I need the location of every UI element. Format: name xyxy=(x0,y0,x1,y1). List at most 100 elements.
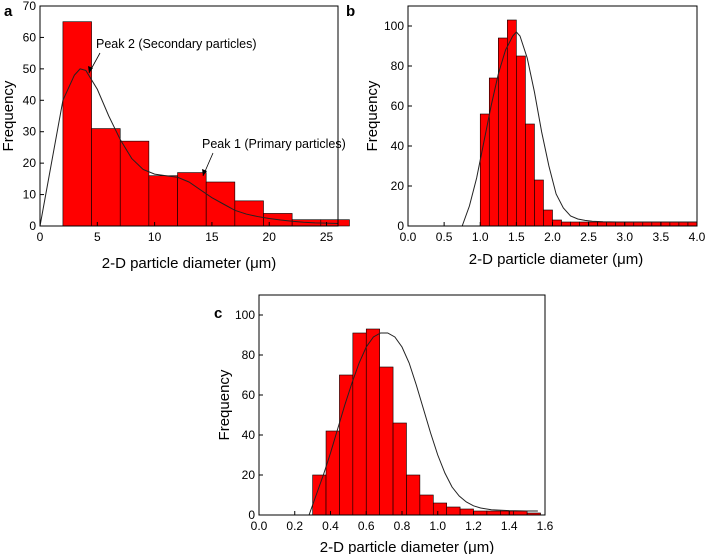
histogram-bar xyxy=(516,55,526,227)
histogram-bar xyxy=(119,140,150,227)
x-tick-label: 0.8 xyxy=(394,519,411,533)
panel-label-a: a xyxy=(4,3,13,20)
x-axis-label-a: 2-D particle diameter (μm) xyxy=(102,255,277,272)
y-axis-label-c: Frequency xyxy=(216,369,233,440)
histogram-bar xyxy=(687,221,698,227)
x-axis-label-c: 2-D particle diameter (μm) xyxy=(320,539,495,554)
histogram-bar xyxy=(543,209,553,227)
y-tick-label: 100 xyxy=(384,19,404,33)
x-tick-label: 0 xyxy=(37,230,44,244)
y-tick-label: 0 xyxy=(29,219,36,233)
histogram-bar xyxy=(312,474,327,516)
histogram-bar xyxy=(473,510,488,516)
histogram-bar xyxy=(432,502,447,516)
y-tick-label: 60 xyxy=(23,30,37,44)
histogram-bar xyxy=(486,510,501,516)
y-tick-label: 80 xyxy=(391,59,405,73)
x-tick-label: 0.4 xyxy=(322,519,339,533)
x-tick-label: 5 xyxy=(94,230,101,244)
histogram-bar xyxy=(669,221,680,227)
histogram-bar xyxy=(660,221,671,227)
x-tick-label: 3.5 xyxy=(653,230,670,244)
histogram-bar xyxy=(552,219,562,227)
x-tick-label: 15 xyxy=(205,230,219,244)
histogram-bar xyxy=(525,123,535,227)
histogram-bar xyxy=(419,494,434,516)
y-tick-label: 60 xyxy=(242,388,256,402)
fit-curve-c xyxy=(308,332,538,516)
y-tick-label: 20 xyxy=(23,156,37,170)
histogram-bar xyxy=(597,221,607,227)
y-tick-label: 50 xyxy=(23,62,37,76)
x-tick-label: 0.0 xyxy=(400,230,417,244)
histogram-bar xyxy=(534,179,544,227)
histogram-bar xyxy=(507,19,517,227)
x-tick-label: 1.6 xyxy=(537,519,554,533)
plot-frame-a xyxy=(39,5,339,227)
histogram-bar xyxy=(513,510,528,516)
x-axis-label-b: 2-D particle diameter (μm) xyxy=(469,251,644,268)
histogram-bar xyxy=(570,221,580,227)
histogram-bar xyxy=(624,221,635,227)
histogram-bar xyxy=(500,510,515,516)
histogram-bar xyxy=(406,474,421,516)
panel-label-b: b xyxy=(346,3,355,20)
histogram-bar xyxy=(352,332,367,516)
histogram-bar xyxy=(392,422,407,516)
y-tick-label: 70 xyxy=(23,0,37,13)
x-tick-label: 0.5 xyxy=(436,230,453,244)
y-axis-label-b: Frequency xyxy=(364,80,381,151)
y-tick-label: 10 xyxy=(23,188,37,202)
x-tick-label: 1.0 xyxy=(472,230,489,244)
histogram-bar xyxy=(651,221,662,227)
x-tick-label: 2.5 xyxy=(580,230,597,244)
histogram-bar xyxy=(339,374,354,516)
x-tick-label: 2.0 xyxy=(544,230,561,244)
histogram-bar xyxy=(561,221,571,227)
histogram-bar xyxy=(459,508,474,516)
x-tick-label: 1.4 xyxy=(501,519,518,533)
panel-b: b 0.0 0.5 1.0 1.5 2.0 2.5 3.0 3.5 4.0 0 20 40 60 80 1… xyxy=(346,3,706,268)
histogram-bar xyxy=(488,77,499,227)
histogram-bar xyxy=(234,200,264,227)
x-tick-label: 1.2 xyxy=(465,519,482,533)
plot-frame-b xyxy=(407,5,698,227)
histogram-bar xyxy=(633,221,644,227)
y-tick-label: 30 xyxy=(23,125,37,139)
histogram-bar xyxy=(177,172,207,227)
y-tick-label: 40 xyxy=(391,139,405,153)
x-tick-label: 3.0 xyxy=(616,230,633,244)
histogram-bar xyxy=(365,328,380,516)
histogram-bar xyxy=(379,366,394,516)
fit-curve-b xyxy=(461,31,697,227)
annotation-peak-1: Peak 1 (Primary particles) xyxy=(202,137,346,151)
annotation-arrowhead-peak-2 xyxy=(88,66,93,73)
y-tick-label: 40 xyxy=(23,93,37,107)
y-tick-label: 60 xyxy=(391,99,405,113)
panel-label-c: c xyxy=(214,305,222,322)
panel-c: c 0.0 0.2 0.4 0.6 0.8 1.0 1.2 1.4 1.6 0 20 40 60 80 1… xyxy=(214,294,554,554)
x-tick-label: 25 xyxy=(320,230,334,244)
y-tick-label: 0 xyxy=(397,219,404,233)
annotation-arrowhead-peak-1 xyxy=(202,169,207,176)
x-tick-label: 1.0 xyxy=(429,519,446,533)
y-tick-label: 0 xyxy=(248,508,255,522)
fit-curve-a xyxy=(39,68,339,227)
histogram-bar xyxy=(479,113,490,227)
y-tick-label: 40 xyxy=(242,428,256,442)
y-tick-label: 80 xyxy=(242,348,256,362)
histogram-bar xyxy=(148,175,178,227)
x-tick-label: 0.0 xyxy=(251,519,268,533)
histogram-bar xyxy=(615,221,626,227)
histogram-bar xyxy=(606,221,617,227)
x-tick-label: 0.6 xyxy=(358,519,375,533)
histogram-bar xyxy=(588,221,598,227)
x-tick-label: 1.5 xyxy=(508,230,525,244)
y-tick-label: 20 xyxy=(242,468,256,482)
histogram-bar xyxy=(579,221,589,227)
histogram-bar xyxy=(498,37,508,227)
annotation-peak-2: Peak 2 (Secondary particles) xyxy=(96,37,257,51)
x-tick-label: 20 xyxy=(263,230,277,244)
x-tick-label: 10 xyxy=(148,230,162,244)
